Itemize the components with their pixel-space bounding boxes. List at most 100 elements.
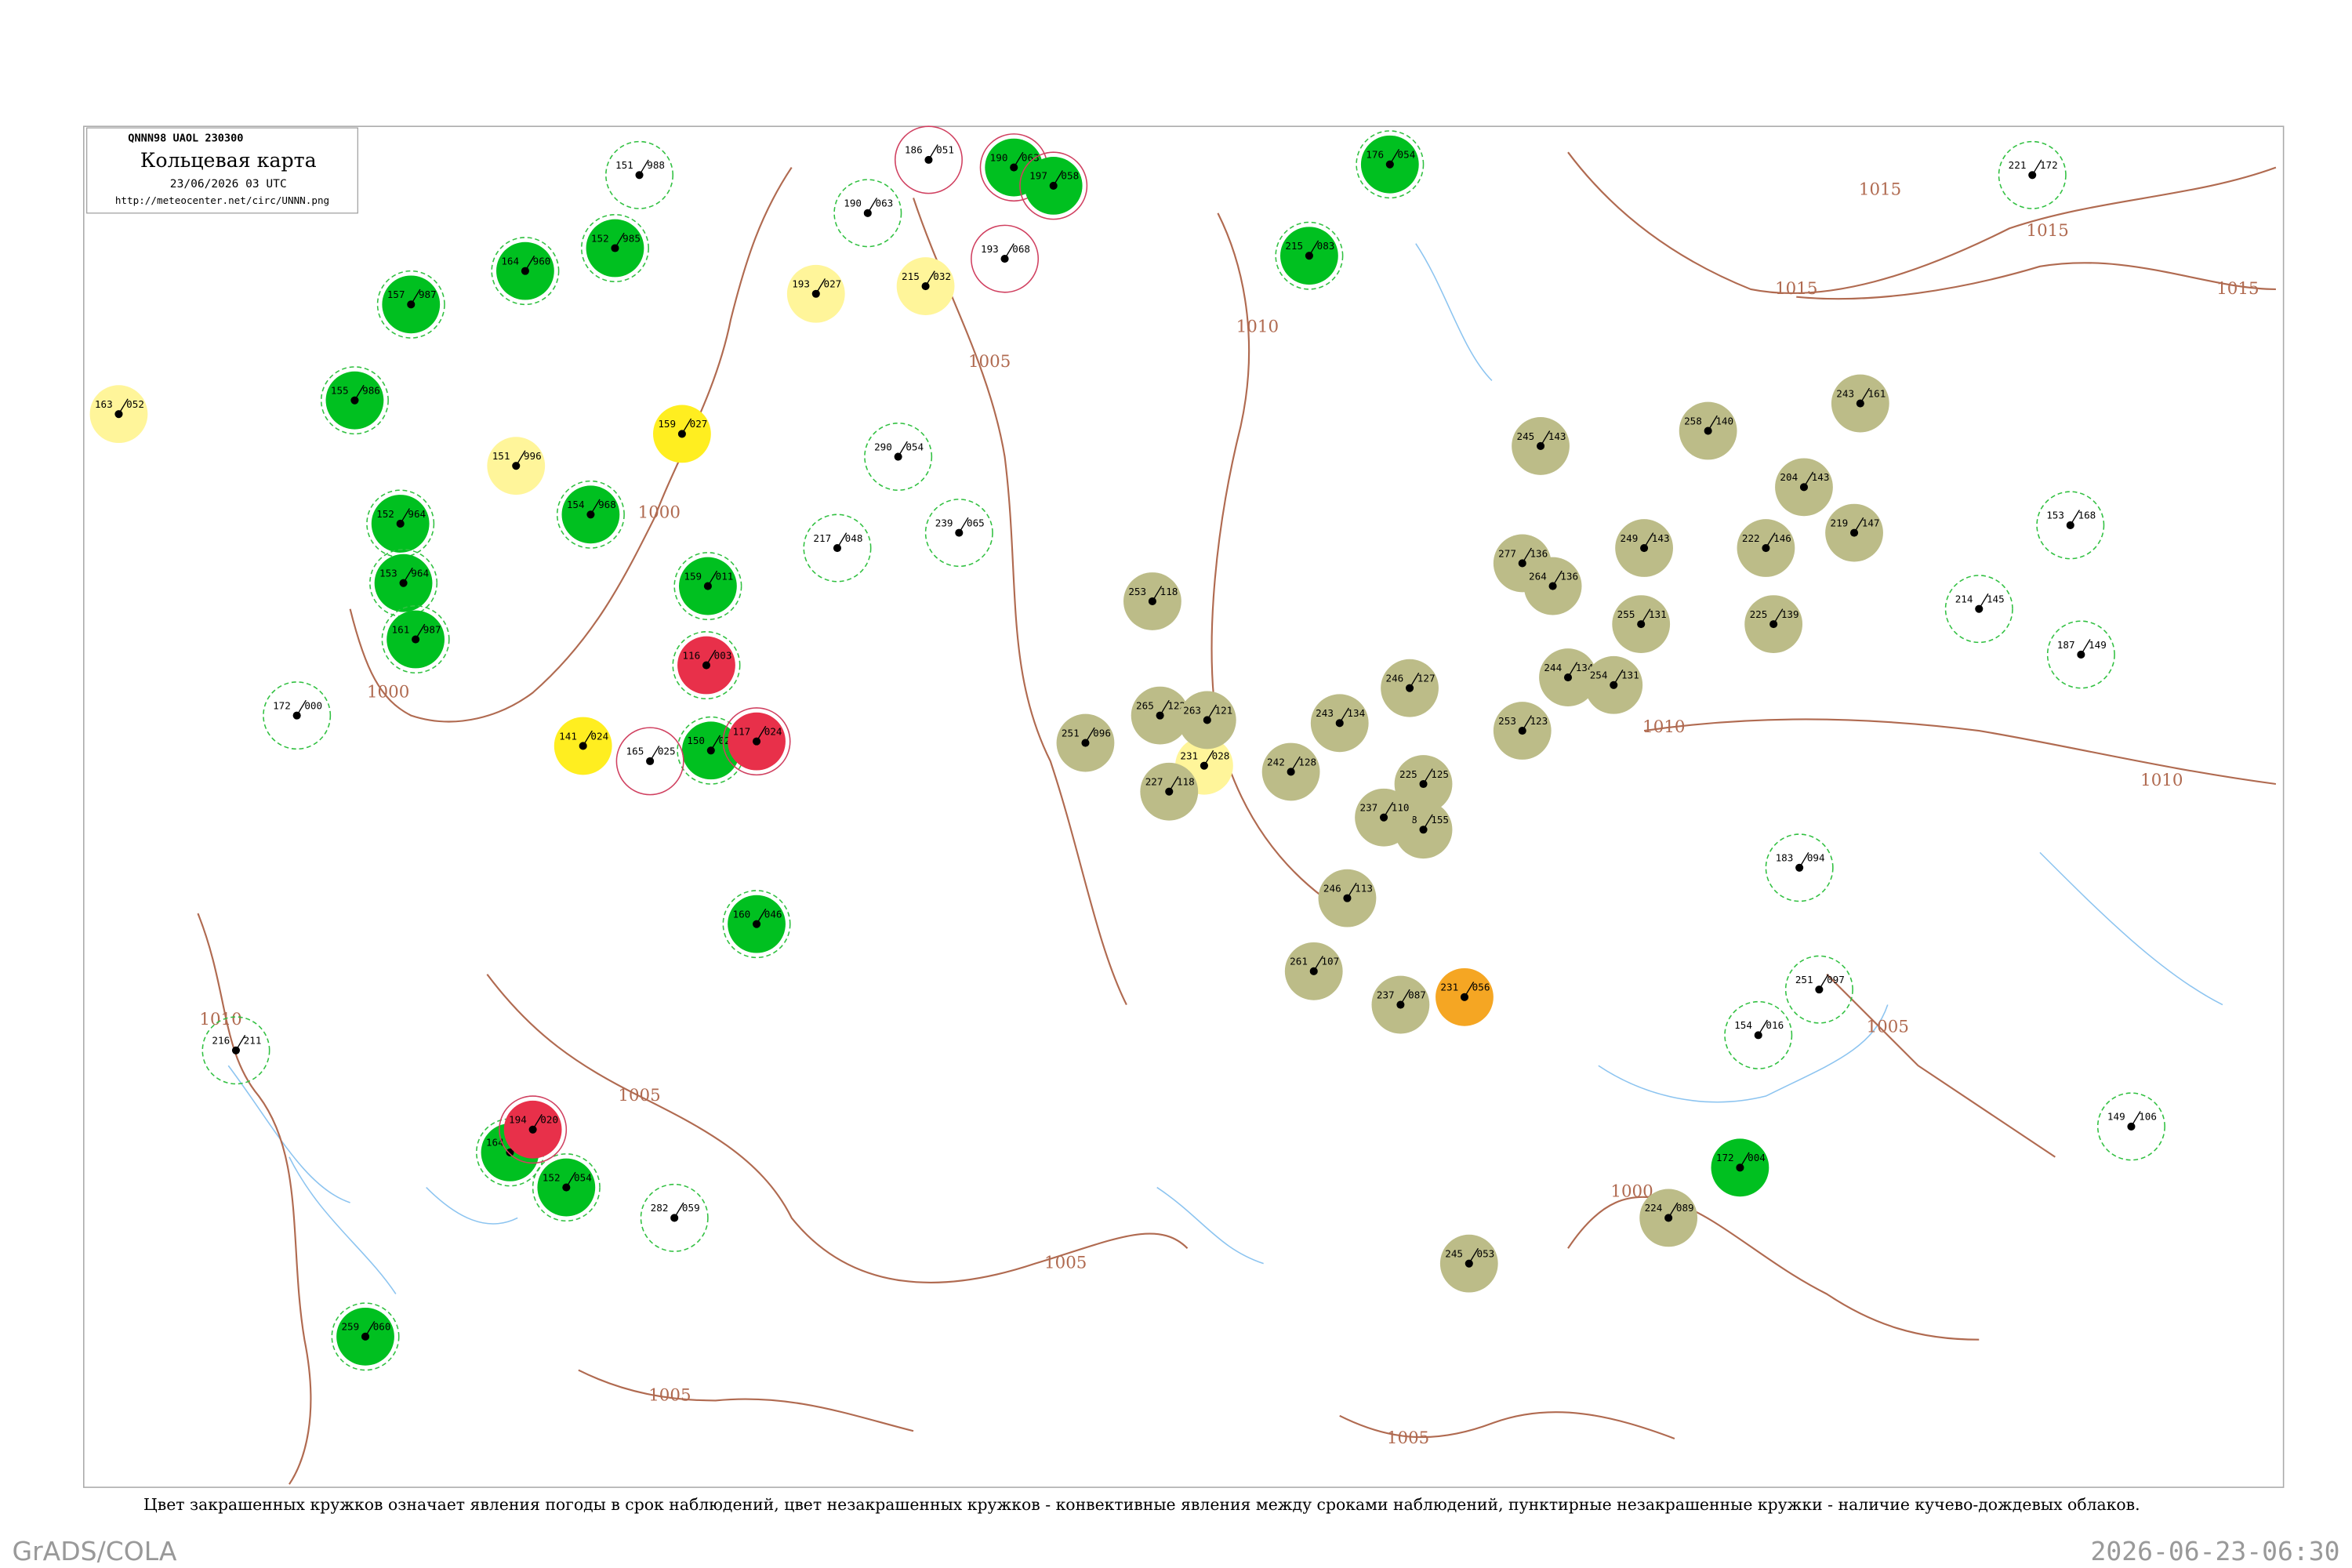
station: 141 024 <box>554 717 612 775</box>
pressure: 121 <box>1215 704 1233 716</box>
wind-barb <box>614 232 625 249</box>
station-dot <box>1419 826 1428 834</box>
temperature: 225 <box>1399 768 1417 780</box>
station: 224 089 <box>1639 1189 1698 1247</box>
wind-barb <box>756 908 767 924</box>
station: 217 048 <box>803 514 872 583</box>
station: 154 016 <box>1724 1000 1793 1069</box>
temperature: 261 <box>1290 956 1308 967</box>
temperature: 154 <box>567 499 585 510</box>
pressure: 134 <box>1347 707 1365 719</box>
wind-barb <box>867 198 878 214</box>
temperature: 249 <box>1621 532 1639 544</box>
temperature: 290 <box>874 441 892 452</box>
header-url: http://meteocenter.net/circ/UNNN.png <box>115 194 329 206</box>
station: 263 121 <box>1178 691 1236 750</box>
isobar-label: 1005 <box>1867 1018 1909 1037</box>
station: 165 025 <box>615 727 684 796</box>
pressure: 083 <box>1317 240 1335 252</box>
station-dot <box>753 920 761 928</box>
cb-ring <box>2096 1092 2165 1161</box>
wind-barb <box>927 144 938 161</box>
conv-ring <box>615 727 684 796</box>
cb-ring <box>1784 955 1853 1024</box>
temperature: 255 <box>1617 608 1635 620</box>
wind-barb <box>1818 974 1829 990</box>
pressure: 096 <box>1093 727 1111 739</box>
pressure: 143 <box>1652 532 1670 544</box>
temperature: 152 <box>543 1171 561 1183</box>
wind-barb <box>1803 471 1814 488</box>
conv-ring <box>499 1095 568 1164</box>
temperature: 152 <box>591 232 609 244</box>
temperature: 253 <box>1128 586 1146 597</box>
pressure: 097 <box>1827 974 1845 985</box>
pressure: 985 <box>622 232 641 244</box>
station: 225 139 <box>1744 595 1803 654</box>
isobar-label: 1005 <box>648 1386 691 1406</box>
temperature: 222 <box>1742 532 1760 544</box>
station: 159 011 <box>673 552 742 621</box>
station: 254 131 <box>1584 655 1643 714</box>
pressure: 964 <box>411 568 429 579</box>
station-dot <box>955 528 964 537</box>
station: 244 134 <box>1539 648 1597 706</box>
pressure: 143 <box>1548 430 1566 442</box>
temperature: 253 <box>1498 715 1516 727</box>
pressure: 161 <box>1868 387 1886 399</box>
pressure: 987 <box>423 623 441 635</box>
cb-ring <box>263 681 332 750</box>
temperature: 231 <box>1180 750 1198 762</box>
temperature: 215 <box>1285 240 1303 252</box>
station: 243 134 <box>1310 694 1369 753</box>
wind-barb <box>1203 750 1214 767</box>
pressure: 094 <box>1807 852 1825 864</box>
pressure: 988 <box>647 159 665 171</box>
wind-barb <box>1468 1247 1479 1265</box>
station: 225 125 <box>1394 755 1453 813</box>
pressure: 211 <box>244 1035 262 1047</box>
station-dot <box>702 661 711 670</box>
isobar-label: 1010 <box>1642 717 1685 737</box>
isobar-label: 1000 <box>367 682 409 702</box>
station: 237 110 <box>1355 788 1413 847</box>
cb-ring <box>1765 833 1834 902</box>
wind-barb <box>1389 148 1400 165</box>
wind-barb <box>756 725 767 742</box>
wind-barb <box>1464 982 1475 998</box>
station: 151 988 <box>605 140 674 209</box>
wind-barb <box>1004 243 1014 260</box>
pressure: 128 <box>1298 756 1316 768</box>
temperature: 258 <box>1684 415 1702 426</box>
station: 151 996 <box>487 437 546 495</box>
station-dot <box>1769 620 1778 629</box>
station-dot <box>1640 543 1649 553</box>
wind-barb <box>649 746 660 762</box>
station: 261 107 <box>1284 942 1343 1000</box>
temperature: 251 <box>1062 727 1080 739</box>
wind-barb <box>365 1321 376 1338</box>
temperature: 164 <box>501 255 519 267</box>
pressure: 140 <box>1715 415 1733 426</box>
temperature: 165 <box>626 746 644 757</box>
wind-barb <box>415 623 426 640</box>
pressure: 107 <box>1321 956 1339 967</box>
station-dot <box>1815 985 1824 994</box>
isobar-label: 1005 <box>1044 1254 1087 1273</box>
cb-ring <box>1998 140 2067 209</box>
station: 215 083 <box>1275 221 1344 290</box>
cb-ring <box>331 1302 400 1371</box>
cb-ring <box>556 480 625 549</box>
isobar-label: 1000 <box>1610 1181 1653 1201</box>
temperature: 237 <box>1377 989 1395 1000</box>
temperature: 214 <box>1955 593 1973 605</box>
station: 154 968 <box>556 480 625 549</box>
pressure: 056 <box>1472 982 1490 993</box>
cb-ring <box>2036 491 2105 560</box>
pressure: 025 <box>658 746 676 757</box>
temperature: 190 <box>990 151 1008 163</box>
temperature: 116 <box>682 649 700 661</box>
temperature: 246 <box>1323 882 1341 894</box>
station: 117 024 <box>722 707 791 776</box>
wind-barb <box>524 255 535 271</box>
